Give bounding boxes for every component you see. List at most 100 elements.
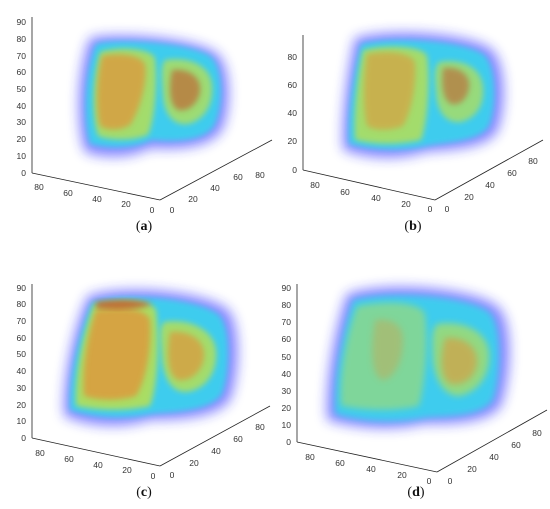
caption-paren: ) (147, 485, 152, 500)
caption-paren: ) (419, 485, 425, 500)
z-ticks: 0 10 20 30 40 50 60 70 80 90 (282, 283, 292, 447)
z-tick: 20 (288, 136, 298, 146)
caption-d: (d) (396, 485, 436, 501)
orange-shape (97, 54, 146, 130)
x-tick: 20 (121, 199, 131, 209)
x-ticks: 80 60 40 20 0 (35, 448, 155, 481)
z-tick: 0 (286, 437, 291, 447)
y-tick: 80 (255, 422, 265, 432)
caption-b: (b) (393, 219, 433, 235)
x-tick: 0 (151, 471, 156, 481)
y-axis-line (159, 405, 271, 467)
y-tick: 80 (528, 156, 538, 166)
red-shape (170, 69, 201, 111)
volume-render-c (63, 289, 238, 426)
orange-shape (364, 52, 416, 130)
caption-a: (a) (124, 219, 164, 235)
volume-plot-d: 0 10 20 30 40 50 60 70 80 90 80 60 40 20… (282, 283, 548, 486)
x-tick: 60 (64, 454, 74, 464)
y-tick: 20 (188, 194, 198, 204)
z-tick: 60 (17, 67, 27, 77)
x-tick: 60 (335, 458, 345, 468)
x-ticks: 80 60 40 20 0 (34, 182, 154, 215)
y-tick: 40 (210, 183, 220, 193)
z-tick: 50 (17, 349, 27, 359)
x-axis-line (31, 172, 161, 201)
z-tick: 60 (288, 80, 298, 90)
z-tick: 30 (282, 386, 292, 396)
x-tick: 40 (371, 193, 381, 203)
x-tick: 60 (340, 187, 350, 197)
y-axis-line (159, 139, 273, 201)
z-tick: 0 (21, 168, 26, 178)
caption-paren: ( (404, 219, 410, 234)
z-tick: 90 (17, 283, 27, 293)
panel-c: 0 10 20 30 40 50 60 70 80 90 80 60 40 20… (0, 260, 275, 509)
x-axis-line (296, 441, 438, 473)
x-tick: 60 (63, 188, 73, 198)
z-tick: 40 (288, 108, 298, 118)
x-axis-line (302, 169, 436, 201)
y-tick: 0 (170, 470, 175, 480)
z-tick: 30 (17, 117, 27, 127)
y-ticks: 0 20 40 60 80 (170, 422, 265, 480)
panel-a: 0 10 20 30 40 50 60 70 80 90 80 60 40 20… (0, 0, 275, 245)
x-tick: 20 (401, 199, 411, 209)
orange-shape (441, 337, 478, 385)
z-tick: 80 (282, 300, 292, 310)
y-tick: 20 (189, 458, 199, 468)
z-tick: 40 (17, 366, 27, 376)
y-tick: 0 (445, 204, 450, 214)
z-tick: 70 (17, 51, 27, 61)
red-shape (96, 299, 152, 310)
y-axis-line (436, 409, 548, 473)
caption-paren: ( (135, 219, 141, 234)
x-ticks: 80 60 40 20 0 (305, 452, 431, 486)
x-tick: 20 (397, 470, 407, 480)
caption-letter: b (409, 219, 417, 234)
z-tick: 80 (17, 299, 27, 309)
y-tick: 40 (485, 180, 495, 190)
y-tick: 20 (464, 192, 474, 202)
orange-shape (168, 331, 205, 381)
caption-paren: ) (147, 219, 153, 234)
x-tick: 40 (93, 460, 103, 470)
x-tick: 80 (305, 452, 315, 462)
z-tick: 40 (282, 369, 292, 379)
volume-plot-b: 0 20 40 60 80 80 60 40 20 0 0 20 40 60 8… (288, 32, 544, 214)
red-shape (442, 67, 470, 105)
z-tick: 70 (17, 316, 27, 326)
x-ticks: 80 60 40 20 0 (310, 180, 432, 214)
y-tick: 60 (233, 434, 243, 444)
z-tick: 40 (17, 101, 27, 111)
y-ticks: 0 20 40 60 80 (170, 170, 265, 215)
z-ticks: 0 20 40 60 80 (288, 52, 298, 175)
volume-render-d (326, 286, 510, 429)
z-tick: 60 (17, 333, 27, 343)
caption-letter: c (140, 485, 148, 500)
z-ticks: 0 10 20 30 40 50 60 70 80 90 (17, 17, 27, 178)
z-tick: 20 (282, 403, 292, 413)
x-tick: 0 (427, 476, 432, 486)
z-tick: 70 (282, 317, 292, 327)
panel-b: 0 20 40 60 80 80 60 40 20 0 0 20 40 60 8… (275, 0, 550, 245)
x-tick: 20 (122, 465, 132, 475)
z-tick: 10 (17, 151, 27, 161)
volume-render-a (78, 35, 229, 157)
z-tick: 30 (17, 383, 27, 393)
z-tick: 80 (288, 52, 298, 62)
z-tick: 50 (17, 84, 27, 94)
z-tick: 90 (282, 283, 292, 293)
caption-paren: ( (136, 485, 141, 500)
y-tick: 60 (507, 168, 517, 178)
y-tick: 80 (532, 428, 542, 438)
x-axis-line (31, 437, 161, 467)
x-tick: 0 (150, 205, 155, 215)
y-tick: 60 (511, 440, 521, 450)
x-tick: 80 (310, 180, 320, 190)
z-tick: 60 (282, 334, 292, 344)
x-tick: 40 (92, 194, 102, 204)
z-tick: 20 (17, 400, 27, 410)
caption-c: (c) (124, 485, 164, 501)
z-tick: 10 (17, 416, 27, 426)
